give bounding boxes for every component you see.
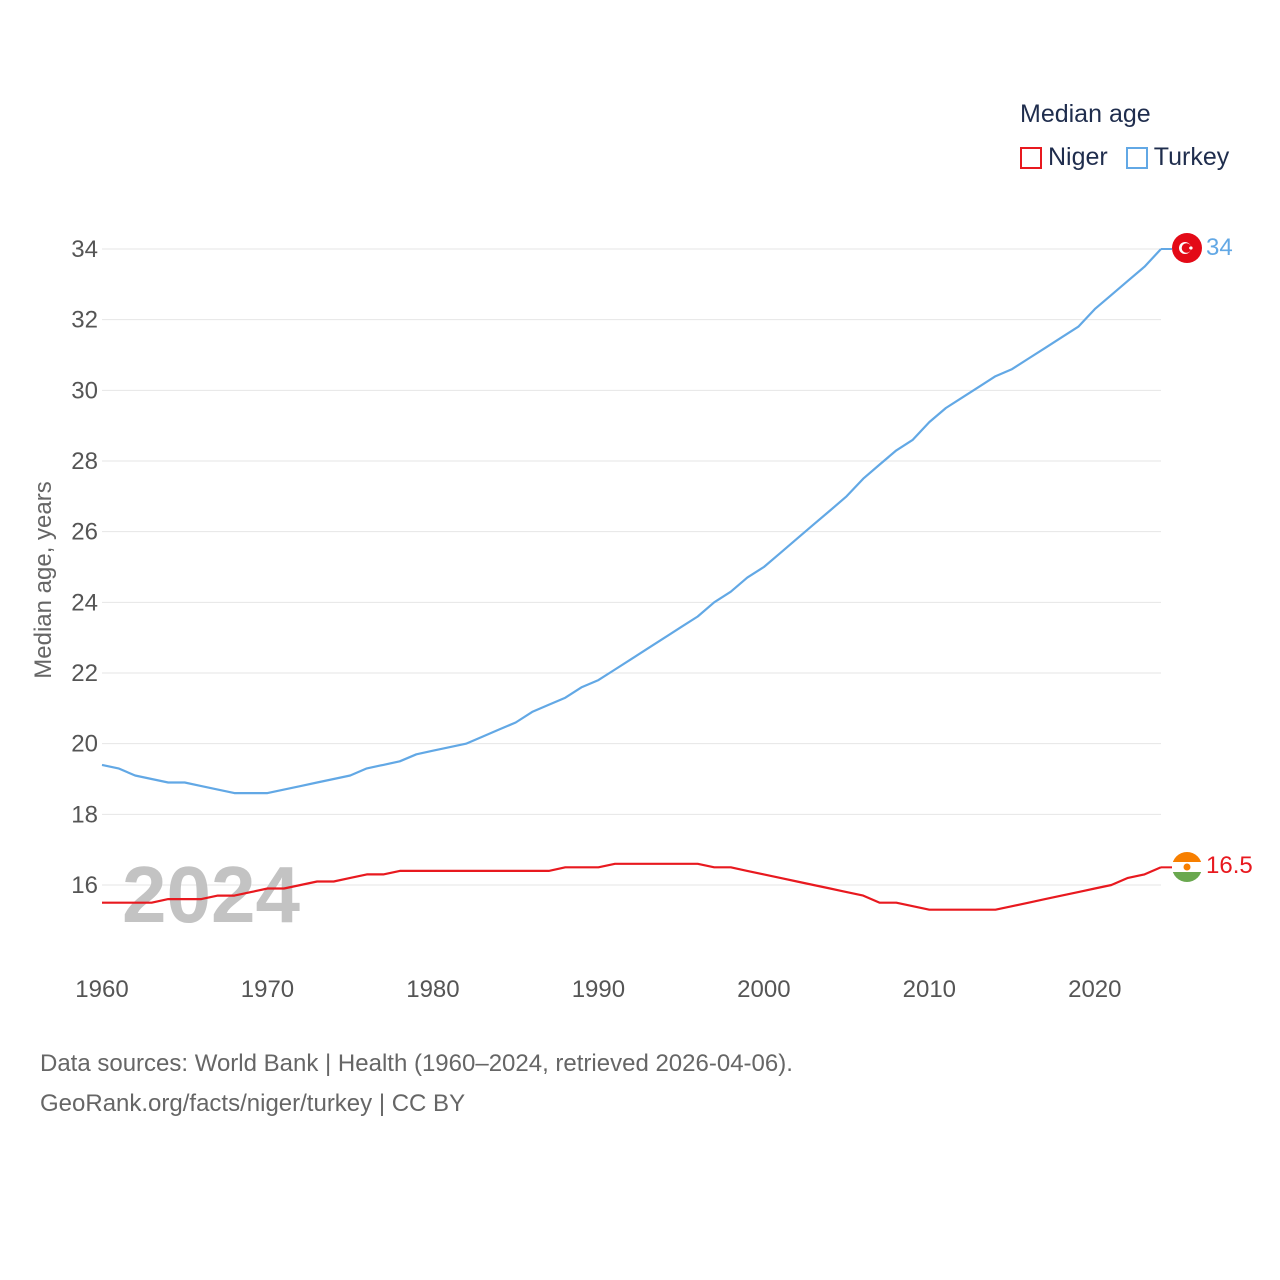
series-lines	[101, 248, 1172, 911]
y-tick-label: 28	[71, 448, 98, 475]
x-axis-ticks: 1960 1970 1980 1990 2000 2010 2020	[75, 976, 1121, 1003]
legend-label-turkey: Turkey	[1153, 143, 1230, 171]
y-axis-title: Median age, years	[30, 481, 57, 678]
legend: Niger Turkey	[1020, 143, 1247, 172]
x-tick-label: 2020	[1068, 976, 1121, 1003]
legend-item-niger[interactable]: Niger	[1020, 143, 1108, 172]
series-line-turkey[interactable]	[101, 248, 1162, 795]
y-tick-label: 34	[71, 236, 98, 263]
x-tick-label: 1960	[75, 976, 128, 1003]
y-tick-label: 24	[71, 589, 98, 616]
legend-label-niger: Niger	[1048, 143, 1108, 171]
x-tick-label: 2010	[903, 976, 956, 1003]
x-tick-label: 2000	[737, 976, 790, 1003]
y-tick-label: 18	[71, 801, 98, 828]
x-tick-label: 1970	[241, 976, 294, 1003]
source-line-1: Data sources: World Bank | Health (1960–…	[40, 1050, 793, 1077]
y-tick-label: 32	[71, 307, 98, 334]
y-tick-label: 16	[71, 872, 98, 899]
series-line-niger[interactable]	[102, 862, 1162, 911]
niger-swatch	[1020, 146, 1042, 169]
y-tick-label: 20	[71, 731, 98, 758]
y-axis-ticks: 16 18 20 22 24 26 28 30 32 34	[71, 236, 98, 899]
legend-title: Median age	[1020, 100, 1151, 128]
x-tick-label: 1990	[572, 976, 625, 1003]
grid-lines	[102, 248, 1161, 886]
x-tick-label: 1980	[406, 976, 459, 1003]
niger-flag-icon	[1172, 852, 1202, 882]
niger-end-label: 16.5	[1206, 852, 1253, 879]
legend-item-turkey[interactable]: Turkey	[1125, 143, 1230, 172]
y-tick-label: 30	[71, 377, 98, 404]
turkey-end-label: 34	[1206, 234, 1233, 261]
y-tick-label: 26	[71, 519, 98, 546]
year-watermark: 2024	[122, 850, 300, 939]
source-note: Data sources: World Bank | Health (1960–…	[40, 1044, 793, 1124]
turkey-flag-icon	[1172, 233, 1202, 263]
turkey-swatch	[1125, 146, 1148, 169]
y-tick-label: 22	[71, 660, 98, 687]
source-line-2[interactable]: GeoRank.org/facts/niger/turkey | CC BY	[40, 1090, 466, 1117]
